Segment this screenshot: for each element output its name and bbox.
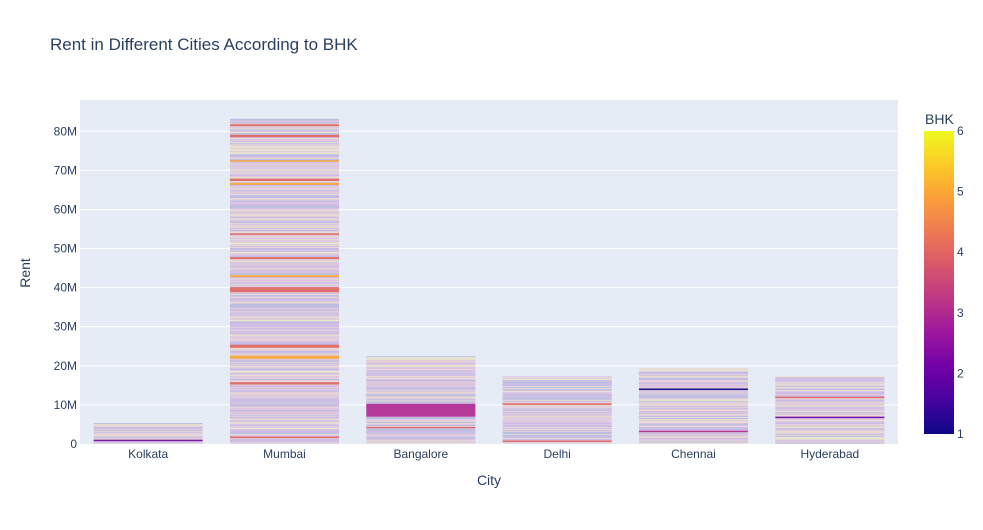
plot-background [80,100,898,444]
colorbar-tick-label: 2 [957,366,964,380]
bar-segment [229,382,340,385]
x-axis-title: City [477,472,501,488]
bar-segment [229,233,340,235]
x-tick-label: Kolkata [128,447,168,461]
colorbar-title: BHK [925,111,954,127]
bar-segment [229,355,340,359]
bar-segment [229,182,340,185]
plot-area: 0 10M 20M 30M 40M 50M 60M 70M 80M Kolkata Mumbai Ba… [54,100,898,461]
y-axis-title: Rent [17,258,33,288]
bar-segment [229,134,340,138]
bar-segment [229,287,340,293]
y-tick-label: 0 [70,437,77,451]
bar-kolkata [93,423,203,444]
x-tick-label: Bangalore [393,447,448,461]
colorbar-tick-label: 4 [957,245,964,259]
x-tick-label: Delhi [543,447,570,461]
bar-segment [366,426,476,429]
bar-chennai [638,368,749,444]
bar-segment [638,388,749,391]
y-tick-label: 10M [54,398,77,412]
bar-segment [775,396,885,399]
y-tick-label: 20M [54,359,77,373]
x-tick-label: Mumbai [263,447,306,461]
x-tick-label: Hyderabad [800,447,859,461]
y-tick-label: 40M [54,281,77,295]
bar-segment [502,403,612,405]
colorbar: 1 2 3 4 5 6 [924,124,964,441]
bar-delhi [502,376,612,444]
y-tick-label: 60M [54,202,77,216]
colorbar-bar [924,131,954,434]
bar-segment [93,439,203,442]
y-tick-label: 30M [54,320,77,334]
bar-segment [229,344,340,348]
bar-segment [502,440,612,442]
y-tick-label: 80M [54,124,77,138]
bar-segment [229,257,340,260]
bar-segment [229,124,340,127]
bar-hyderabad [775,376,885,444]
bar-segment [638,430,749,433]
x-tick-label: Chennai [671,447,716,461]
y-tick-label: 50M [54,242,77,256]
chart-title: Rent in Different Cities According to BH… [50,35,358,54]
y-tick-label: 70M [54,163,77,177]
bar-bangalore [366,356,476,444]
bar-segment [229,436,340,439]
colorbar-tick-label: 1 [957,427,964,441]
bar-segment [229,160,340,162]
colorbar-tick-label: 5 [957,185,964,199]
colorbar-tick-label: 6 [957,124,964,138]
bar-segment [366,403,476,417]
colorbar-tick-label: 3 [957,306,964,320]
bar-segment [775,416,885,419]
bar-mumbai [229,119,340,445]
bar-segment [229,275,340,278]
bar-segment [229,178,340,181]
